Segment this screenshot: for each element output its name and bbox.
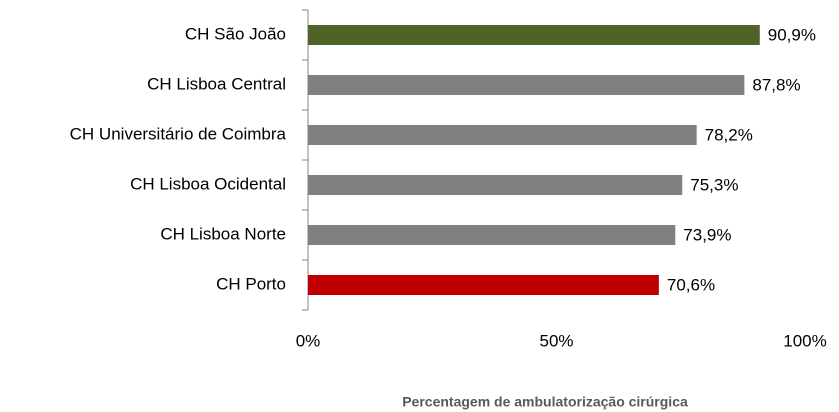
value-label: 73,9% bbox=[683, 225, 731, 244]
value-label: 87,8% bbox=[752, 75, 800, 94]
y-tick-label: CH Lisboa Norte bbox=[160, 224, 286, 243]
bar bbox=[308, 225, 676, 245]
value-label: 90,9% bbox=[768, 25, 816, 44]
y-tick-label: CH Lisboa Central bbox=[147, 74, 286, 93]
value-label: 70,6% bbox=[667, 275, 715, 294]
bar bbox=[308, 75, 745, 95]
x-tick-label: 50% bbox=[539, 331, 573, 350]
x-tick-label: 0% bbox=[296, 331, 321, 350]
bar bbox=[308, 125, 697, 145]
x-axis-title: Percentagem de ambulatorização cirúrgica bbox=[402, 394, 688, 410]
y-tick-label: CH Lisboa Ocidental bbox=[130, 174, 286, 193]
bar bbox=[308, 175, 683, 195]
bar bbox=[308, 25, 760, 45]
y-tick-label: CH Universitário de Coimbra bbox=[70, 124, 287, 143]
x-tick-label: 100% bbox=[783, 331, 826, 350]
value-label: 75,3% bbox=[690, 175, 738, 194]
bar bbox=[308, 275, 659, 295]
value-label: 78,2% bbox=[705, 125, 753, 144]
y-tick-label: CH São João bbox=[185, 24, 286, 43]
y-tick-label: CH Porto bbox=[216, 274, 286, 293]
